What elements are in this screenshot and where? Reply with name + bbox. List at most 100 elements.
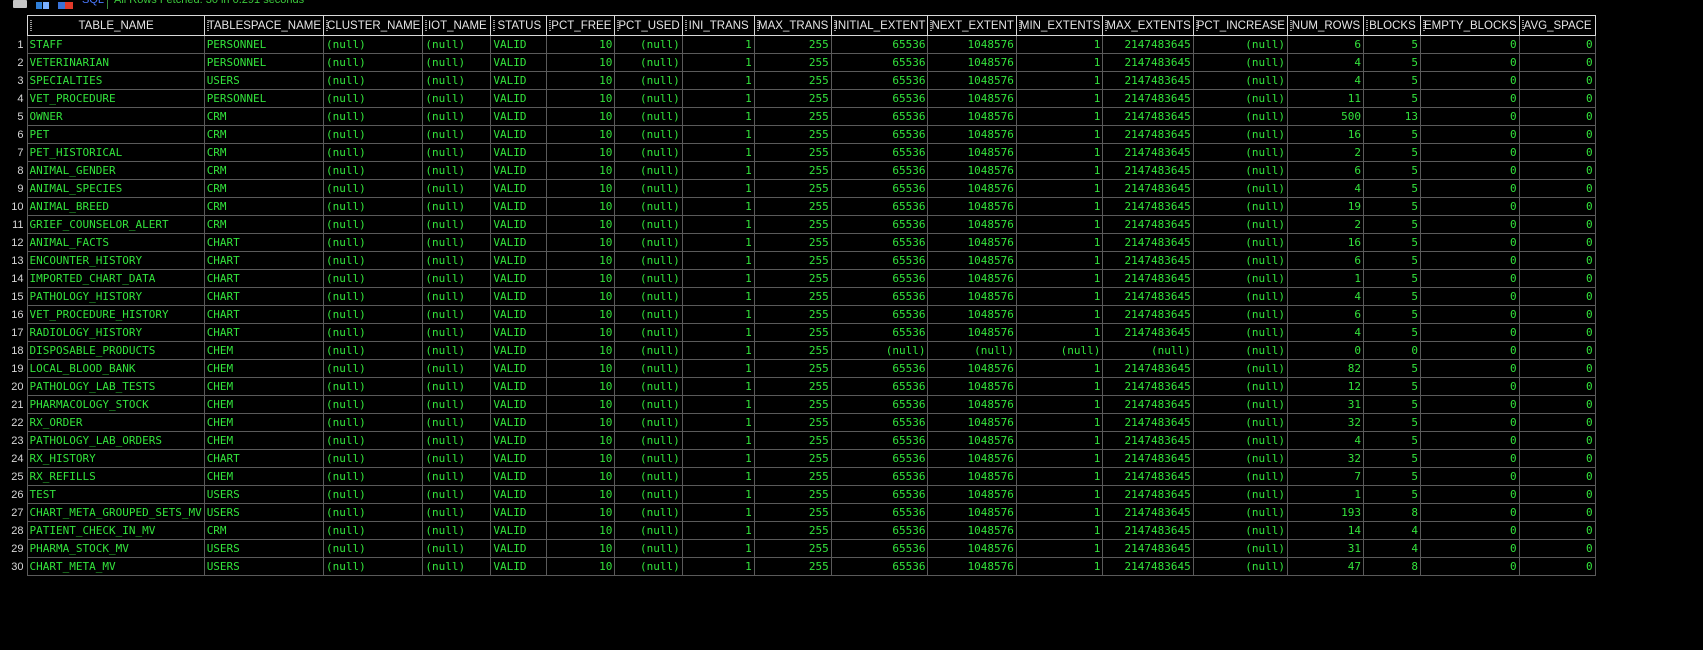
- cell-next-extent[interactable]: 1048576: [927, 377, 1017, 396]
- cell-min-extents[interactable]: 1: [1015, 557, 1104, 576]
- cell-pct-free[interactable]: 10: [546, 179, 616, 198]
- cell-cluster-name[interactable]: (null): [323, 449, 424, 468]
- cell-status[interactable]: VALID: [490, 287, 548, 306]
- column-header-iot-name[interactable]: IOT_NAME: [422, 15, 492, 36]
- cell-avg-space[interactable]: 0: [1518, 341, 1596, 360]
- cell-pct-increase[interactable]: (null): [1192, 161, 1288, 180]
- cell-pct-used[interactable]: (null): [614, 557, 683, 576]
- cell-pct-used[interactable]: (null): [614, 305, 683, 324]
- cell-blocks[interactable]: 5: [1362, 287, 1421, 306]
- column-header-pct-increase[interactable]: PCT_INCREASE: [1192, 15, 1288, 36]
- table-row[interactable]: 22 RX_ORDER CHEM (null) (null) VALID 10 (null) 1…: [0, 413, 1596, 432]
- cell-max-trans[interactable]: 255: [753, 161, 832, 180]
- cell-pct-used[interactable]: (null): [614, 503, 683, 522]
- cell-tablespace-name[interactable]: CHART: [203, 269, 325, 288]
- cell-max-extents[interactable]: 2147483645: [1102, 197, 1194, 216]
- cell-cluster-name[interactable]: (null): [323, 125, 424, 144]
- cell-max-trans[interactable]: 255: [753, 323, 832, 342]
- cell-iot-name[interactable]: (null): [422, 179, 492, 198]
- cell-min-extents[interactable]: (null): [1015, 341, 1104, 360]
- cell-initial-extent[interactable]: 65536: [830, 449, 929, 468]
- cell-pct-increase[interactable]: (null): [1192, 125, 1288, 144]
- cell-iot-name[interactable]: (null): [422, 107, 492, 126]
- cell-ini-trans[interactable]: 1: [681, 161, 755, 180]
- cell-status[interactable]: VALID: [490, 521, 548, 540]
- cell-max-extents[interactable]: 2147483645: [1102, 215, 1194, 234]
- cell-pct-used[interactable]: (null): [614, 215, 683, 234]
- cell-max-trans[interactable]: 255: [753, 143, 832, 162]
- cell-num-rows[interactable]: 82: [1286, 359, 1364, 378]
- column-header-pct-free[interactable]: PCT_FREE: [546, 15, 616, 36]
- cell-initial-extent[interactable]: 65536: [830, 143, 929, 162]
- cell-avg-space[interactable]: 0: [1518, 125, 1596, 144]
- cell-blocks[interactable]: 5: [1362, 125, 1421, 144]
- cell-avg-space[interactable]: 0: [1518, 323, 1596, 342]
- cell-max-extents[interactable]: 2147483645: [1102, 503, 1194, 522]
- cell-max-trans[interactable]: 255: [753, 539, 832, 558]
- cell-cluster-name[interactable]: (null): [323, 197, 424, 216]
- cell-iot-name[interactable]: (null): [422, 449, 492, 468]
- cell-table-name[interactable]: LOCAL_BLOOD_BANK: [26, 359, 205, 378]
- cell-empty-blocks[interactable]: 0: [1419, 161, 1520, 180]
- cell-pct-increase[interactable]: (null): [1192, 107, 1288, 126]
- cell-min-extents[interactable]: 1: [1015, 35, 1104, 54]
- cell-avg-space[interactable]: 0: [1518, 485, 1596, 504]
- cell-initial-extent[interactable]: 65536: [830, 125, 929, 144]
- cell-max-extents[interactable]: 2147483645: [1102, 377, 1194, 396]
- cell-next-extent[interactable]: 1048576: [927, 89, 1017, 108]
- cell-pct-free[interactable]: 10: [546, 359, 616, 378]
- cell-max-trans[interactable]: 255: [753, 503, 832, 522]
- cell-empty-blocks[interactable]: 0: [1419, 125, 1520, 144]
- row-number[interactable]: 29: [11, 542, 24, 555]
- cell-avg-space[interactable]: 0: [1518, 503, 1596, 522]
- cell-avg-space[interactable]: 0: [1518, 89, 1596, 108]
- cell-pct-free[interactable]: 10: [546, 395, 616, 414]
- cell-tablespace-name[interactable]: CRM: [203, 125, 325, 144]
- table-row[interactable]: 29 PHARMA_STOCK_MV USERS (null) (null) VALID 1…: [0, 539, 1596, 558]
- cell-initial-extent[interactable]: 65536: [830, 89, 929, 108]
- column-grip-icon[interactable]: [756, 20, 759, 31]
- table-row[interactable]: 26 TEST USERS (null) (null) VALID 10 (null) 1 255…: [0, 485, 1596, 504]
- cell-next-extent[interactable]: 1048576: [927, 359, 1017, 378]
- cell-tablespace-name[interactable]: CHEM: [203, 341, 325, 360]
- cell-iot-name[interactable]: (null): [422, 71, 492, 90]
- cell-min-extents[interactable]: 1: [1015, 413, 1104, 432]
- table-row[interactable]: 12 ANIMAL_FACTS CHART (null) (null) VALID 10 (n…: [0, 233, 1596, 252]
- cell-empty-blocks[interactable]: 0: [1419, 287, 1520, 306]
- cell-iot-name[interactable]: (null): [422, 359, 492, 378]
- cell-initial-extent[interactable]: 65536: [830, 215, 929, 234]
- cell-tablespace-name[interactable]: CHEM: [203, 395, 325, 414]
- table-row[interactable]: 9 ANIMAL_SPECIES CRM (null) (null) VALID 10 (nu…: [0, 179, 1596, 198]
- cell-min-extents[interactable]: 1: [1015, 485, 1104, 504]
- cell-iot-name[interactable]: (null): [422, 305, 492, 324]
- cell-num-rows[interactable]: 2: [1286, 143, 1364, 162]
- cell-max-trans[interactable]: 255: [753, 269, 832, 288]
- cell-initial-extent[interactable]: 65536: [830, 521, 929, 540]
- cell-iot-name[interactable]: (null): [422, 539, 492, 558]
- row-number[interactable]: 7: [17, 146, 24, 159]
- cell-num-rows[interactable]: 7: [1286, 467, 1364, 486]
- cell-initial-extent[interactable]: 65536: [830, 305, 929, 324]
- cell-table-name[interactable]: OWNER: [26, 107, 205, 126]
- cell-status[interactable]: VALID: [490, 53, 548, 72]
- cell-initial-extent[interactable]: 65536: [830, 485, 929, 504]
- cell-table-name[interactable]: CHART_META_MV: [26, 557, 205, 576]
- column-header-pct-used[interactable]: PCT_USED: [614, 15, 683, 36]
- cell-num-rows[interactable]: 32: [1286, 449, 1364, 468]
- cell-max-extents[interactable]: 2147483645: [1102, 485, 1194, 504]
- cell-tablespace-name[interactable]: CHEM: [203, 431, 325, 450]
- cell-next-extent[interactable]: 1048576: [927, 233, 1017, 252]
- cell-pct-used[interactable]: (null): [614, 323, 683, 342]
- cell-blocks[interactable]: 8: [1362, 503, 1421, 522]
- row-number[interactable]: 6: [17, 128, 24, 141]
- cell-initial-extent[interactable]: 65536: [830, 251, 929, 270]
- cell-status[interactable]: VALID: [490, 395, 548, 414]
- cell-table-name[interactable]: ANIMAL_GENDER: [26, 161, 205, 180]
- cell-num-rows[interactable]: 47: [1286, 557, 1364, 576]
- cell-table-name[interactable]: PHARMACOLOGY_STOCK: [26, 395, 205, 414]
- row-number[interactable]: 28: [11, 524, 24, 537]
- cell-pct-increase[interactable]: (null): [1192, 413, 1288, 432]
- cell-pct-used[interactable]: (null): [614, 521, 683, 540]
- cell-pct-used[interactable]: (null): [614, 89, 683, 108]
- cell-tablespace-name[interactable]: CRM: [203, 107, 325, 126]
